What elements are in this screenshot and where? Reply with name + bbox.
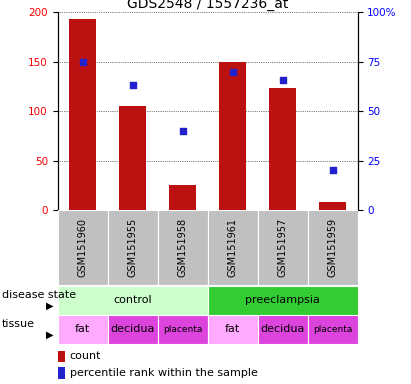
Text: tissue: tissue [2, 318, 35, 329]
Text: control: control [113, 295, 152, 306]
Bar [69, 19, 96, 210]
Text: ▶: ▶ [46, 301, 54, 311]
Bar [208, 315, 258, 344]
Point [179, 128, 186, 134]
Text: GSM151960: GSM151960 [78, 218, 88, 277]
Bar [58, 286, 208, 315]
Bar [219, 62, 246, 210]
Bar [119, 106, 146, 210]
Bar [307, 210, 358, 285]
Text: decidua: decidua [261, 324, 305, 334]
Bar [258, 210, 307, 285]
Text: GSM151959: GSM151959 [328, 218, 337, 277]
Bar [307, 315, 358, 344]
Bar [169, 185, 196, 210]
Point [229, 69, 236, 75]
Bar [58, 351, 65, 362]
Text: decidua: decidua [111, 324, 155, 334]
Text: count: count [69, 351, 101, 361]
Bar [108, 210, 157, 285]
Bar [269, 88, 296, 210]
Bar [319, 202, 346, 210]
Text: fat: fat [225, 324, 240, 334]
Text: placenta: placenta [313, 325, 352, 334]
Point [79, 59, 86, 65]
Text: GSM151955: GSM151955 [127, 218, 138, 277]
Bar [157, 210, 208, 285]
Bar [258, 315, 307, 344]
Point [329, 167, 336, 174]
Text: GSM151958: GSM151958 [178, 218, 187, 277]
Bar [58, 367, 65, 379]
Text: GSM151961: GSM151961 [228, 218, 238, 277]
Text: placenta: placenta [163, 325, 202, 334]
Point [129, 83, 136, 89]
Text: ▶: ▶ [46, 330, 54, 340]
Text: percentile rank within the sample: percentile rank within the sample [69, 368, 257, 378]
Text: fat: fat [75, 324, 90, 334]
Title: GDS2548 / 1557236_at: GDS2548 / 1557236_at [127, 0, 288, 11]
Bar [58, 210, 108, 285]
Point [279, 76, 286, 83]
Bar [58, 315, 108, 344]
Bar [208, 286, 358, 315]
Text: preeclampsia: preeclampsia [245, 295, 320, 306]
Bar [157, 315, 208, 344]
Text: GSM151957: GSM151957 [277, 218, 288, 277]
Bar [108, 315, 157, 344]
Bar [208, 210, 258, 285]
Text: disease state: disease state [2, 290, 76, 300]
